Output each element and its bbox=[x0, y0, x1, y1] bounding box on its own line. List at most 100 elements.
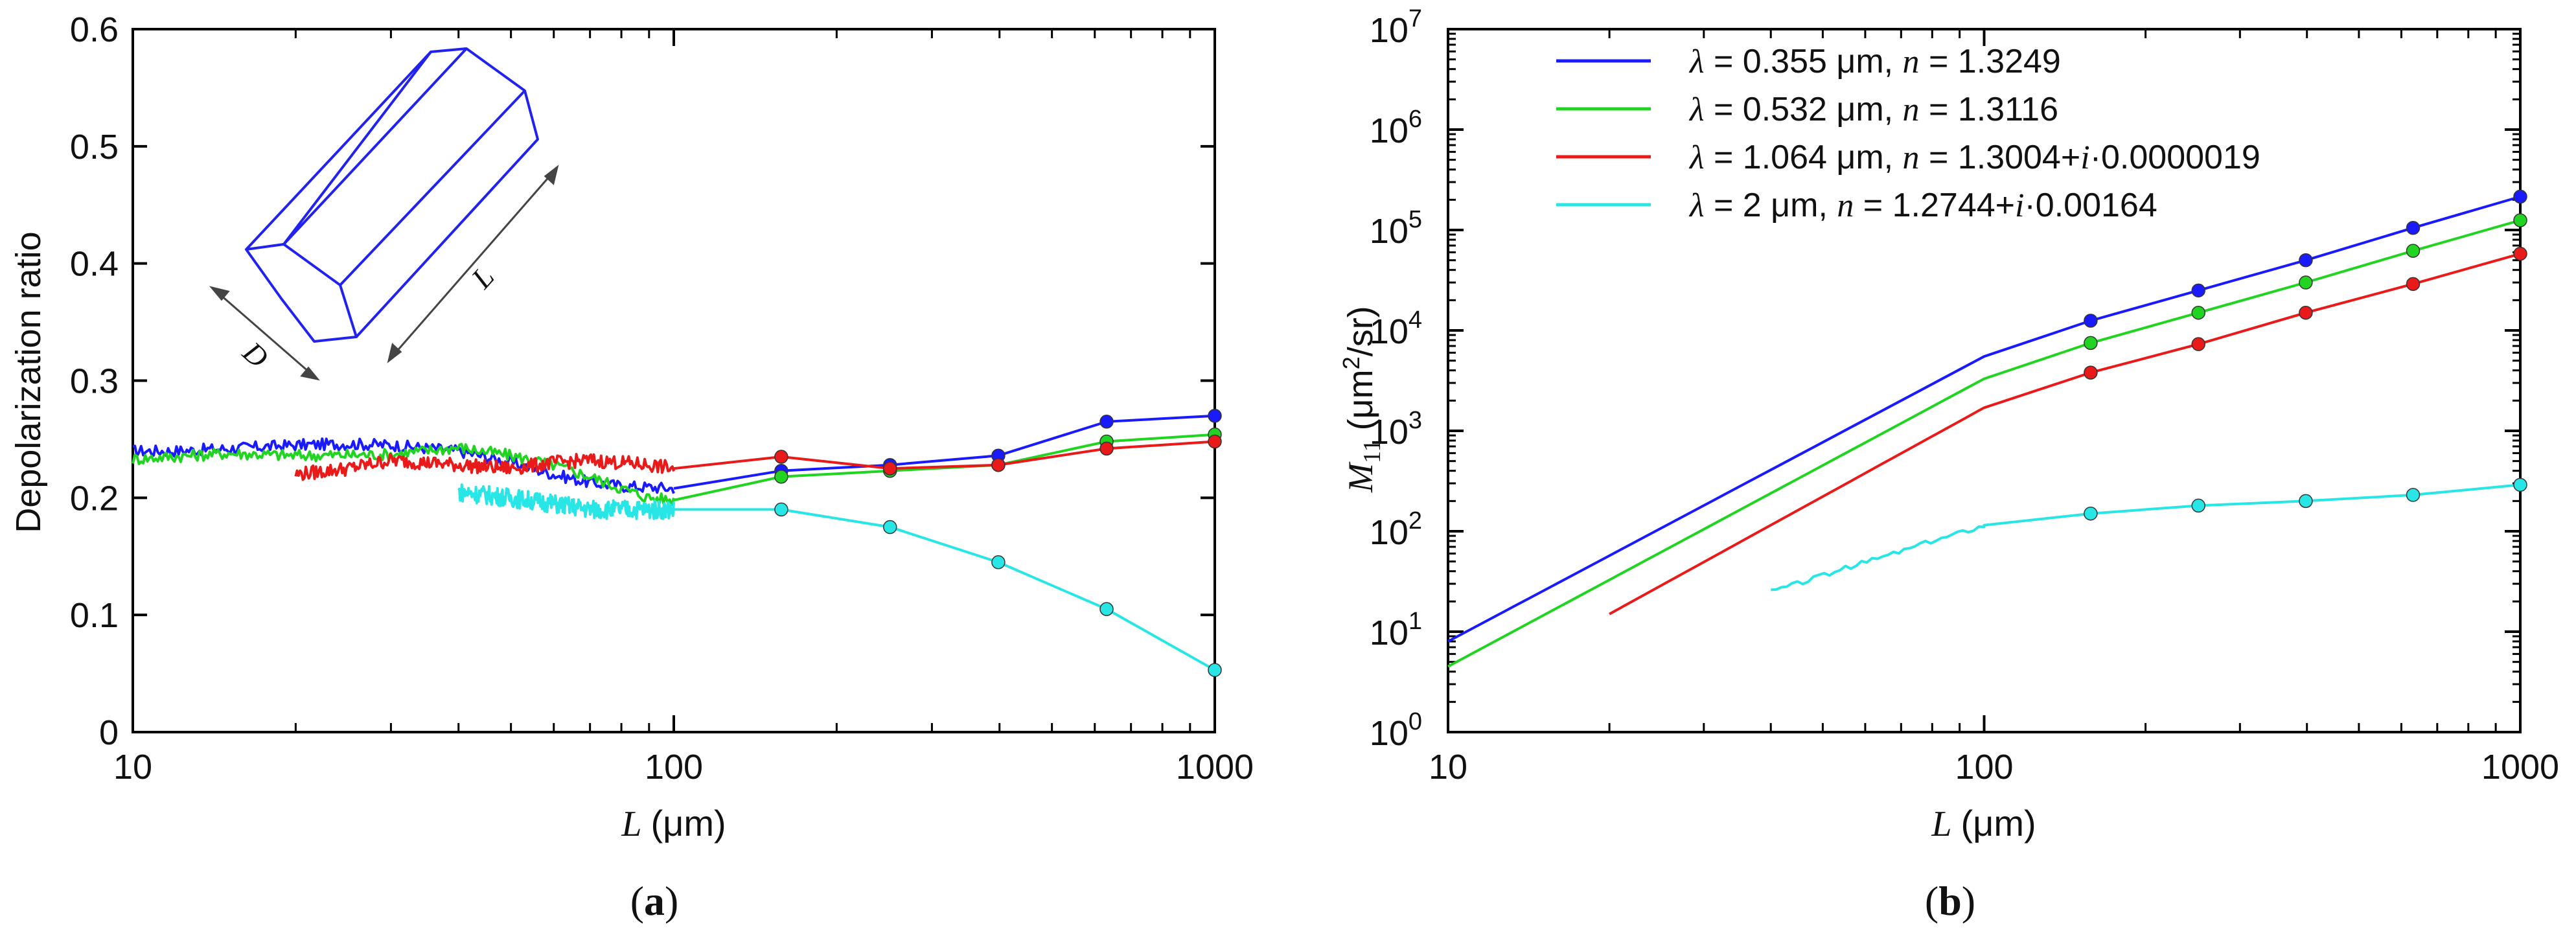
panel-b-series-line bbox=[1447, 195, 2521, 643]
panel-a-x-tick-label: 10 bbox=[113, 748, 152, 787]
panel-a-series-line bbox=[673, 414, 1215, 490]
panel-b-data-point bbox=[2084, 336, 2098, 351]
panel-b-x-tick-label: 10 bbox=[1429, 748, 1467, 787]
panel-b-y-tick-label: 107 bbox=[1370, 5, 1422, 50]
legend-index: = 1.3249 bbox=[1920, 43, 2061, 80]
legend-entry: λ = 0.532 μm, n = 1.3116 bbox=[1688, 91, 2058, 128]
panel-a-series-line bbox=[674, 508, 1215, 671]
panel-b-x-tick-label: 1000 bbox=[2481, 748, 2559, 787]
panel-a: 0 0.1 0.2 0.3 0.4 0.5 0.6 10 100 1000 D L Depolar… bbox=[9, 10, 1254, 924]
inset-dimension-arrows bbox=[209, 165, 559, 381]
panel-b-y-tick-exponent: 4 bbox=[1409, 306, 1422, 334]
panel-b-y-tick-exponent: 3 bbox=[1409, 407, 1422, 434]
panel-b-y-axis-unit-a: (μm bbox=[1341, 369, 1380, 430]
panel-a-series-noisy-line bbox=[457, 483, 675, 520]
panel-b-y-tick-label: 106 bbox=[1370, 106, 1422, 150]
panel-b-data-point bbox=[2513, 477, 2527, 492]
panel-a-series bbox=[132, 409, 1222, 677]
panel-b-data-point bbox=[2406, 220, 2421, 235]
panel-a-data-point bbox=[1208, 434, 1222, 449]
legend-imag: i bbox=[2015, 187, 2024, 224]
panel-b-data-point bbox=[2191, 498, 2205, 513]
panel-b-legend: λ = 0.355 μm, n = 1.3249 λ = 0.532 μm, n … bbox=[1556, 43, 2260, 224]
panel-a-data-point bbox=[882, 520, 897, 534]
panel-b-data-point bbox=[2299, 253, 2313, 268]
panel-b-data-point bbox=[2084, 506, 2098, 521]
panel-b-data-point bbox=[2513, 246, 2527, 261]
panel-a-series-noisy-line bbox=[132, 437, 675, 494]
panel-b-data-point bbox=[2406, 488, 2421, 502]
inset-label-l: L bbox=[465, 260, 501, 295]
panel-a-data-point bbox=[991, 457, 1006, 472]
panel-a-data-point bbox=[774, 470, 788, 484]
panel-b-plot-frame bbox=[1447, 28, 2522, 733]
panel-a-x-axis-label: L (μm) bbox=[621, 803, 726, 844]
panel-b-y-tick-label: 105 bbox=[1370, 206, 1422, 251]
panel-b-y-tick-label: 100 bbox=[1370, 708, 1422, 753]
panel-b-x-axis-unit: (μm) bbox=[1961, 803, 2036, 844]
panel-a-series-noisy-line bbox=[132, 443, 675, 507]
panel-b-series-line bbox=[1771, 483, 2521, 592]
legend-index: = 1.2744+ bbox=[1854, 187, 2015, 224]
panel-a-series-line bbox=[673, 440, 1215, 470]
panel-b-series-line bbox=[1609, 252, 2521, 615]
panel-b-data-point bbox=[2513, 189, 2527, 204]
panel-b-data-point bbox=[2299, 305, 2313, 320]
panel-a-y-tick-label: 0.1 bbox=[70, 596, 119, 635]
panel-b-y-axis-sub: 11 bbox=[1359, 439, 1386, 463]
panel-a-series-noisy-line bbox=[294, 452, 675, 481]
panel-b-x-axis-label: L (μm) bbox=[1931, 803, 2036, 844]
panel-b-y-tick-exponent: 5 bbox=[1409, 206, 1422, 233]
panel-b-x-tick-label: 100 bbox=[1955, 748, 2013, 787]
panel-a-data-point bbox=[774, 450, 788, 464]
panel-b-label-letter: b bbox=[1938, 878, 1962, 924]
legend-lambda: λ bbox=[1688, 187, 1705, 224]
legend-index: = 1.3004+ bbox=[1920, 139, 2081, 176]
panel-a-x-tick-label: 1000 bbox=[1176, 748, 1254, 787]
legend-entry: λ = 0.355 μm, n = 1.3249 bbox=[1688, 43, 2061, 80]
panel-a-y-tick-label: 0.5 bbox=[70, 128, 119, 167]
panel-a-x-tick-label: 100 bbox=[645, 748, 703, 787]
legend-wavelength: = 1.064 μm, bbox=[1705, 139, 1903, 176]
panel-b-data-point bbox=[2191, 283, 2205, 298]
panel-b-data-point bbox=[2191, 305, 2205, 320]
legend-imag-value: ·0.00164 bbox=[2024, 187, 2157, 224]
panel-a-data-point bbox=[882, 461, 897, 476]
panel-a-label-letter: a bbox=[644, 878, 665, 924]
panel-a-data-point bbox=[1099, 602, 1114, 616]
panel-a-label: (a) bbox=[630, 878, 679, 924]
legend-imag-value: ·0.0000019 bbox=[2090, 139, 2260, 176]
panel-b-data-point bbox=[2406, 244, 2421, 258]
panel-a-data-point bbox=[774, 502, 788, 517]
panel-b-y-tick-exponent: 2 bbox=[1409, 507, 1422, 534]
panel-a-data-point bbox=[1208, 663, 1222, 677]
legend-imag: i bbox=[2080, 139, 2089, 176]
panel-a-data-point bbox=[1099, 441, 1114, 456]
inset-label-d: D bbox=[236, 335, 275, 374]
legend-entry: λ = 1.064 μm, n = 1.3004+i·0.0000019 bbox=[1688, 139, 2260, 176]
legend-wavelength: = 0.532 μm, bbox=[1705, 91, 1903, 128]
hexagonal-column-diagram bbox=[245, 47, 539, 343]
panel-b-y-axis-label: M11 (μm2/sr) bbox=[1338, 306, 1386, 493]
legend-wavelength: = 0.355 μm, bbox=[1705, 43, 1903, 80]
panel-b-y-tick-exponent: 1 bbox=[1409, 608, 1422, 635]
panel-b-data-point bbox=[2084, 314, 2098, 328]
panel-b-data-point bbox=[2299, 494, 2313, 509]
panel-b-data-point bbox=[2191, 337, 2205, 351]
panel-b-y-tick-label: 101 bbox=[1370, 608, 1422, 652]
panel-a-data-point bbox=[991, 555, 1006, 569]
panel-a-x-axis-unit: (μm) bbox=[650, 803, 726, 844]
panel-b-data-point bbox=[2513, 213, 2527, 227]
legend-lambda: λ bbox=[1688, 43, 1705, 80]
panel-a-y-axis-label: Depolarization ratio bbox=[9, 231, 48, 533]
panel-b-y-tick-exponent: 7 bbox=[1409, 5, 1422, 32]
panel-a-y-tick-label: 0.4 bbox=[70, 245, 119, 284]
panel-b-y-axis-unit-sup: 2 bbox=[1338, 356, 1364, 369]
panel-b-y-axis-var: M bbox=[1341, 461, 1380, 493]
panel-b-series bbox=[1447, 189, 2527, 668]
panel-a-y-tick-label: 0 bbox=[99, 713, 119, 752]
panel-b-data-point bbox=[2084, 365, 2098, 380]
panel-a-ticks: 0 0.1 0.2 0.3 0.4 0.5 0.6 10 100 1000 bbox=[70, 10, 1254, 787]
panel-b-y-tick-exponent: 0 bbox=[1409, 708, 1422, 735]
